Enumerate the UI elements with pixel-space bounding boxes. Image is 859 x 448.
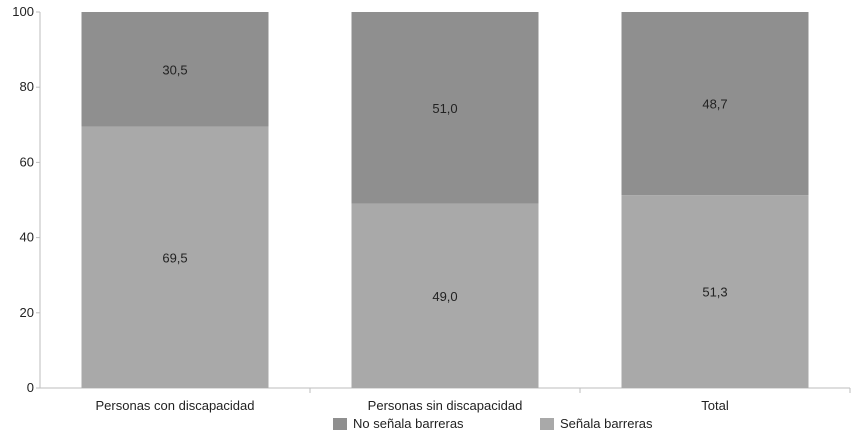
y-tick-label: 80 bbox=[20, 79, 34, 94]
data-label: 48,7 bbox=[702, 97, 727, 112]
bar-segment bbox=[81, 12, 269, 127]
x-category-label: Personas con discapacidad bbox=[96, 398, 255, 413]
data-label: 49,0 bbox=[432, 289, 457, 304]
legend-label: Señala barreras bbox=[560, 416, 653, 431]
legend: No señala barreras Señala barreras bbox=[333, 416, 653, 431]
y-tick-label: 20 bbox=[20, 305, 34, 320]
y-tick-label: 100 bbox=[12, 4, 34, 19]
bar-segment bbox=[351, 12, 539, 204]
data-label: 51,0 bbox=[432, 101, 457, 116]
x-category-label: Personas sin discapacidad bbox=[368, 398, 523, 413]
bar-segment bbox=[621, 12, 809, 196]
bar-segment bbox=[621, 195, 809, 388]
axes: 0 20 40 60 80 100 Personas con discapacidad Per… bbox=[12, 4, 851, 413]
y-tick-label: 0 bbox=[27, 380, 34, 395]
y-tick-label: 60 bbox=[20, 154, 34, 169]
legend-swatch bbox=[333, 418, 347, 430]
data-labels: 69,5 30,5 49,0 51,0 51,3 48,7 bbox=[162, 62, 727, 304]
data-label: 69,5 bbox=[162, 250, 187, 265]
data-label: 51,3 bbox=[702, 285, 727, 300]
bar-segment bbox=[81, 126, 269, 389]
legend-swatch bbox=[540, 418, 554, 430]
y-tick-label: 40 bbox=[20, 230, 34, 245]
legend-label: No señala barreras bbox=[353, 416, 464, 431]
x-category-label: Total bbox=[701, 398, 729, 413]
bars bbox=[81, 12, 809, 389]
data-label: 30,5 bbox=[162, 62, 187, 77]
bar-segment bbox=[351, 203, 539, 388]
